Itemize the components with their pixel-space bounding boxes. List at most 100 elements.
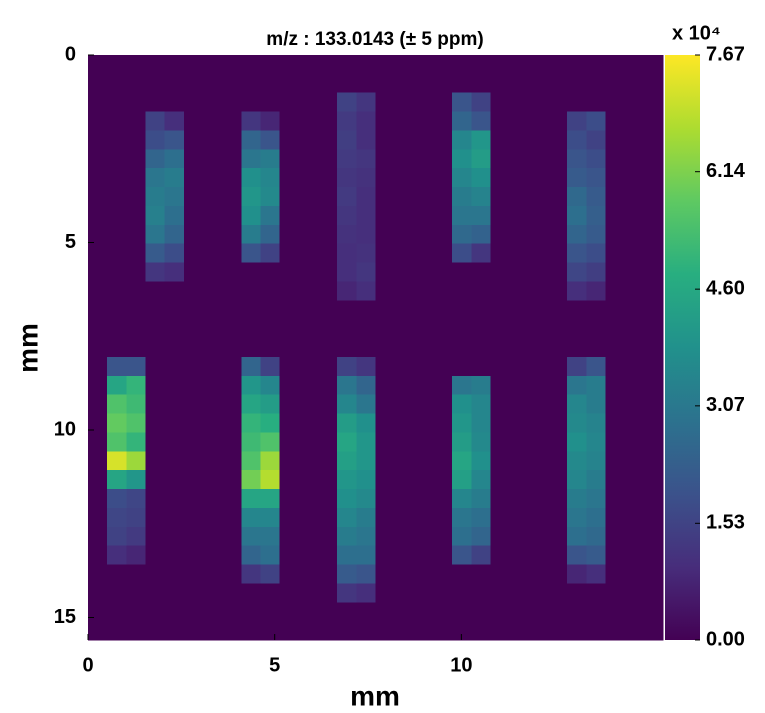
heatmap-cell <box>164 621 185 641</box>
heatmap-cell <box>490 149 511 169</box>
heatmap-cell <box>203 205 223 226</box>
heatmap-cell <box>643 413 664 433</box>
heatmap-cell <box>318 111 338 131</box>
heatmap-cell <box>183 621 204 641</box>
colorbar-tick-label: 6.14 <box>706 160 746 182</box>
heatmap-cell <box>528 168 549 188</box>
heatmap-cell <box>643 168 664 188</box>
heatmap-cell <box>643 602 664 622</box>
heatmap-cell <box>183 413 204 433</box>
heatmap-cell <box>260 470 281 490</box>
heatmap-cell <box>145 583 166 603</box>
heatmap-cell <box>471 111 491 131</box>
heatmap-cell <box>605 224 626 245</box>
heatmap-cell <box>413 187 434 207</box>
heatmap-cell <box>164 507 185 528</box>
heatmap-cell <box>356 526 376 547</box>
heatmap-cell <box>375 73 396 94</box>
heatmap-cell <box>107 111 127 131</box>
heatmap-cell <box>567 338 587 358</box>
heatmap-cell <box>126 168 146 188</box>
heatmap-cell <box>394 470 415 490</box>
heatmap-cell <box>624 451 645 471</box>
heatmap-cell <box>298 73 319 94</box>
heatmap-cell <box>203 621 223 641</box>
heatmap-cell <box>452 564 472 584</box>
heatmap-cell <box>183 432 204 452</box>
heatmap-cell <box>88 507 108 528</box>
heatmap-cell <box>452 92 472 113</box>
heatmap-cell <box>433 413 453 433</box>
heatmap-cell <box>490 205 511 226</box>
heatmap-cell <box>145 564 166 584</box>
heatmap-cell <box>164 338 185 358</box>
heatmap-cell <box>528 489 549 509</box>
heatmap-cell <box>605 451 626 471</box>
heatmap-cell <box>509 130 530 150</box>
heatmap-cell <box>624 545 645 566</box>
heatmap-cell <box>509 92 530 113</box>
heatmap-cell <box>260 338 281 358</box>
heatmap-cell <box>643 394 664 415</box>
heatmap-cell <box>586 470 606 490</box>
heatmap-cell <box>490 526 511 547</box>
heatmap-cell <box>260 243 281 264</box>
heatmap-cell <box>548 205 568 226</box>
heatmap-cell <box>126 507 146 528</box>
heatmap-cell <box>107 621 127 641</box>
heatmap-cell <box>567 262 587 282</box>
heatmap-cell <box>222 564 242 584</box>
heatmap-cell <box>567 111 587 131</box>
heatmap-cell <box>643 470 664 490</box>
heatmap-cell <box>605 92 626 113</box>
heatmap-cell <box>318 281 338 301</box>
heatmap-cell <box>586 73 606 94</box>
heatmap-cell <box>222 73 242 94</box>
heatmap-cell <box>548 300 568 320</box>
heatmap-cell <box>394 451 415 471</box>
heatmap-cell <box>490 92 511 113</box>
heatmap-cell <box>279 602 300 622</box>
heatmap-cell <box>413 602 434 622</box>
heatmap-cell <box>605 394 626 415</box>
heatmap-cell <box>241 621 261 641</box>
heatmap-cell <box>203 375 223 396</box>
heatmap-cell <box>413 338 434 358</box>
heatmap-cell <box>241 526 261 547</box>
heatmap-cell <box>241 375 261 396</box>
heatmap-cell <box>318 526 338 547</box>
heatmap-cell <box>375 149 396 169</box>
heatmap-cell <box>413 564 434 584</box>
heatmap-cell <box>605 545 626 566</box>
heatmap-cell <box>337 375 357 396</box>
heatmap-cell <box>279 470 300 490</box>
heatmap-cell <box>586 168 606 188</box>
heatmap-cell <box>471 432 491 452</box>
heatmap-cell <box>260 621 281 641</box>
heatmap-cell <box>413 224 434 245</box>
heatmap-cell <box>567 470 587 490</box>
heatmap-cell <box>126 281 146 301</box>
heatmap-cell <box>548 281 568 301</box>
heatmap-cell <box>624 55 645 75</box>
heatmap-cell <box>356 55 376 75</box>
heatmap-cell <box>605 73 626 94</box>
heatmap-cell <box>643 205 664 226</box>
heatmap-cell <box>126 564 146 584</box>
heatmap-cell <box>203 451 223 471</box>
heatmap-cell <box>279 507 300 528</box>
heatmap-cell <box>107 526 127 547</box>
heatmap-cell <box>164 281 185 301</box>
heatmap-cell <box>222 55 242 75</box>
heatmap-cell <box>624 187 645 207</box>
heatmap-cell <box>183 394 204 415</box>
heatmap-cell <box>183 281 204 301</box>
heatmap-cell <box>509 375 530 396</box>
heatmap-cell <box>260 489 281 509</box>
heatmap-cell <box>337 281 357 301</box>
heatmap-cell <box>567 602 587 622</box>
heatmap-cell <box>298 111 319 131</box>
heatmap-cell <box>88 602 108 622</box>
heatmap-cell <box>337 583 357 603</box>
heatmap-cell <box>452 319 472 339</box>
